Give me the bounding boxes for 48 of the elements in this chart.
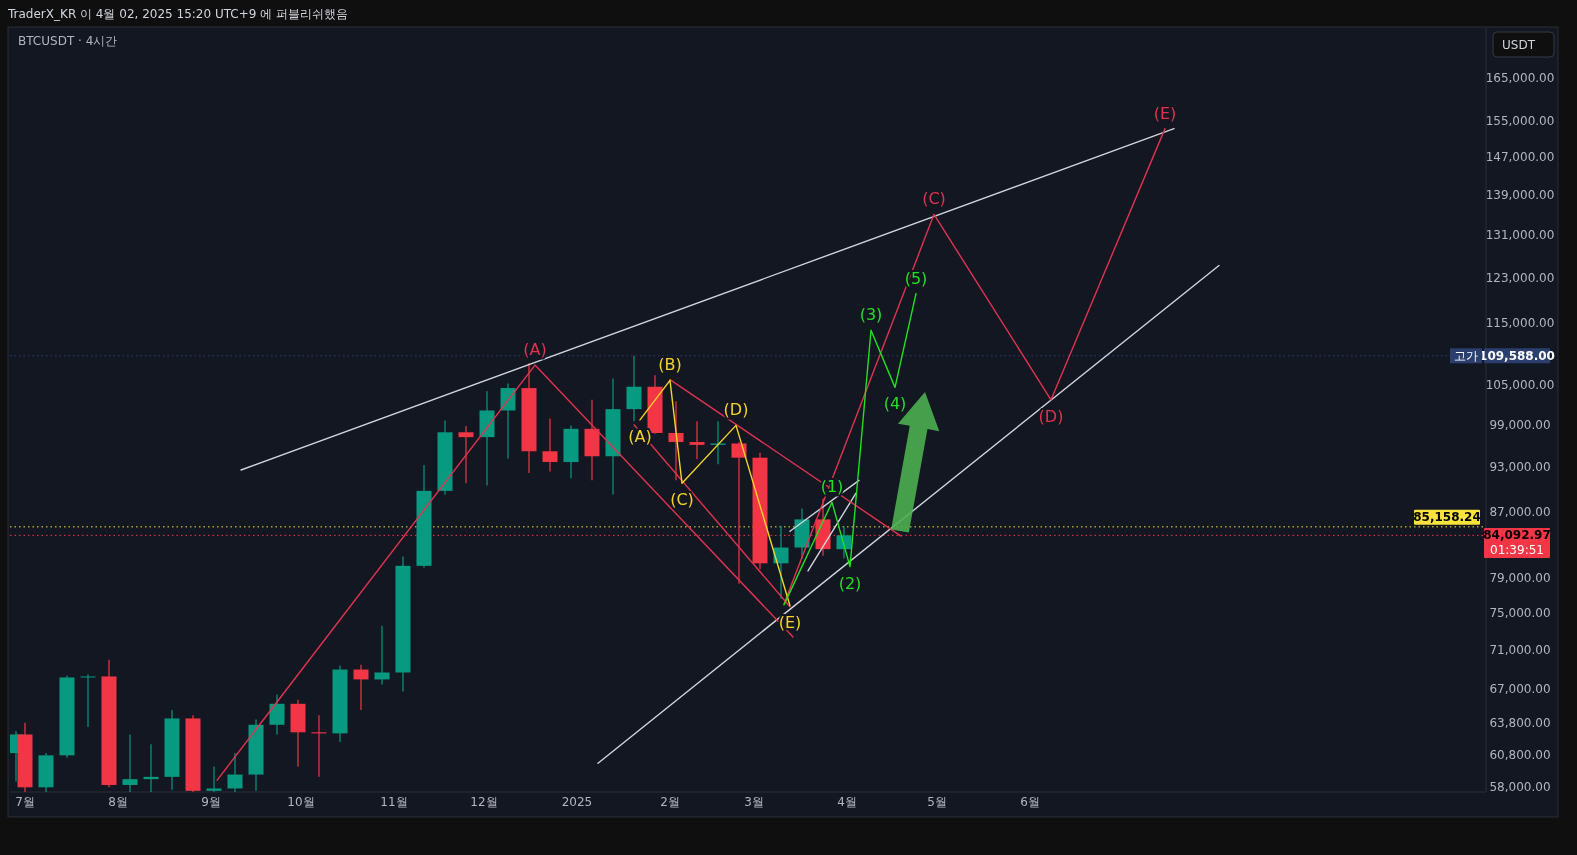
ref-line-label: 84,092.97: [1483, 528, 1551, 543]
y-tick-label: 139,000.00: [1485, 187, 1555, 202]
annotation: (C): [670, 490, 694, 510]
text: 01:39:51: [1490, 542, 1544, 557]
x-tick-label: 6월: [1020, 795, 1040, 809]
annotation: (C): [922, 189, 946, 209]
x-tick-label: 10월: [287, 795, 315, 809]
annotation: (A): [523, 340, 547, 360]
ref-line-label: 109,588.00: [1479, 348, 1555, 363]
y-tick-label: 58,000.00: [1489, 780, 1551, 795]
annotation: (E): [778, 612, 802, 632]
y-tick-label: 75,000.00: [1489, 605, 1551, 620]
annotation: (D): [723, 400, 749, 420]
y-tick-label: 67,000.00: [1489, 682, 1551, 697]
y-tick-label: 131,000.00: [1485, 227, 1555, 242]
annotation: (D): [1038, 406, 1064, 426]
x-tick-label: 3월: [744, 795, 764, 809]
x-tick-label: 2025: [561, 795, 593, 809]
x-tick-label: 8월: [108, 795, 128, 809]
x-tick-label: 5월: [927, 795, 947, 809]
y-tick-label: 93,000.00: [1489, 460, 1551, 475]
y-tick-label: 165,000.00: [1485, 71, 1555, 86]
x-tick-label: 7월: [15, 795, 35, 809]
y-tick-label: 147,000.00: [1485, 149, 1555, 164]
annotation: (3): [859, 305, 883, 325]
annotation: 고가: [1454, 348, 1478, 363]
y-tick-label: 99,000.00: [1489, 417, 1551, 432]
annotation: (B): [658, 355, 682, 375]
y-tick-label: 60,800.00: [1489, 748, 1551, 763]
annotation: (E): [1153, 103, 1177, 123]
text: BTCUSDT · 4시간: [18, 34, 118, 48]
x-tick-label: 2월: [660, 795, 680, 809]
y-tick-label: 105,000.00: [1485, 377, 1555, 392]
y-tick-label: 155,000.00: [1485, 113, 1555, 128]
y-tick-label: 71,000.00: [1489, 643, 1551, 658]
x-tick-label: 12월: [470, 795, 498, 809]
y-tick-label: 87,000.00: [1489, 505, 1551, 520]
x-tick-label: 11월: [380, 795, 408, 809]
y-tick-label: 123,000.00: [1485, 270, 1555, 285]
y-tick-label: 115,000.00: [1485, 316, 1555, 331]
chart-subtitle: TraderX_KR 이 4월 02, 2025 15:20 UTC+9 에 퍼블리쉬했음: [7, 7, 349, 21]
y-tick-label: 63,800.00: [1489, 715, 1551, 730]
annotation: (2): [838, 573, 862, 593]
x-tick-label: 4월: [837, 795, 857, 809]
x-tick-label: 9월: [201, 795, 221, 809]
annotation: (4): [883, 394, 907, 414]
y-tick-label: 79,000.00: [1489, 570, 1551, 585]
y-axis-title: USDT: [1502, 38, 1536, 52]
